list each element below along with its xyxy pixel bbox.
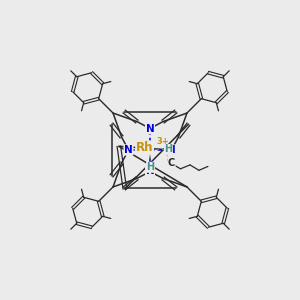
Text: Rh: Rh: [136, 141, 153, 154]
Text: N: N: [167, 145, 176, 155]
Text: H: H: [164, 144, 172, 154]
Text: N: N: [146, 124, 154, 134]
Text: C: C: [168, 158, 175, 168]
Text: N: N: [146, 167, 154, 176]
Text: N: N: [124, 145, 133, 155]
Text: H: H: [146, 162, 155, 172]
Text: 3+: 3+: [156, 137, 169, 146]
